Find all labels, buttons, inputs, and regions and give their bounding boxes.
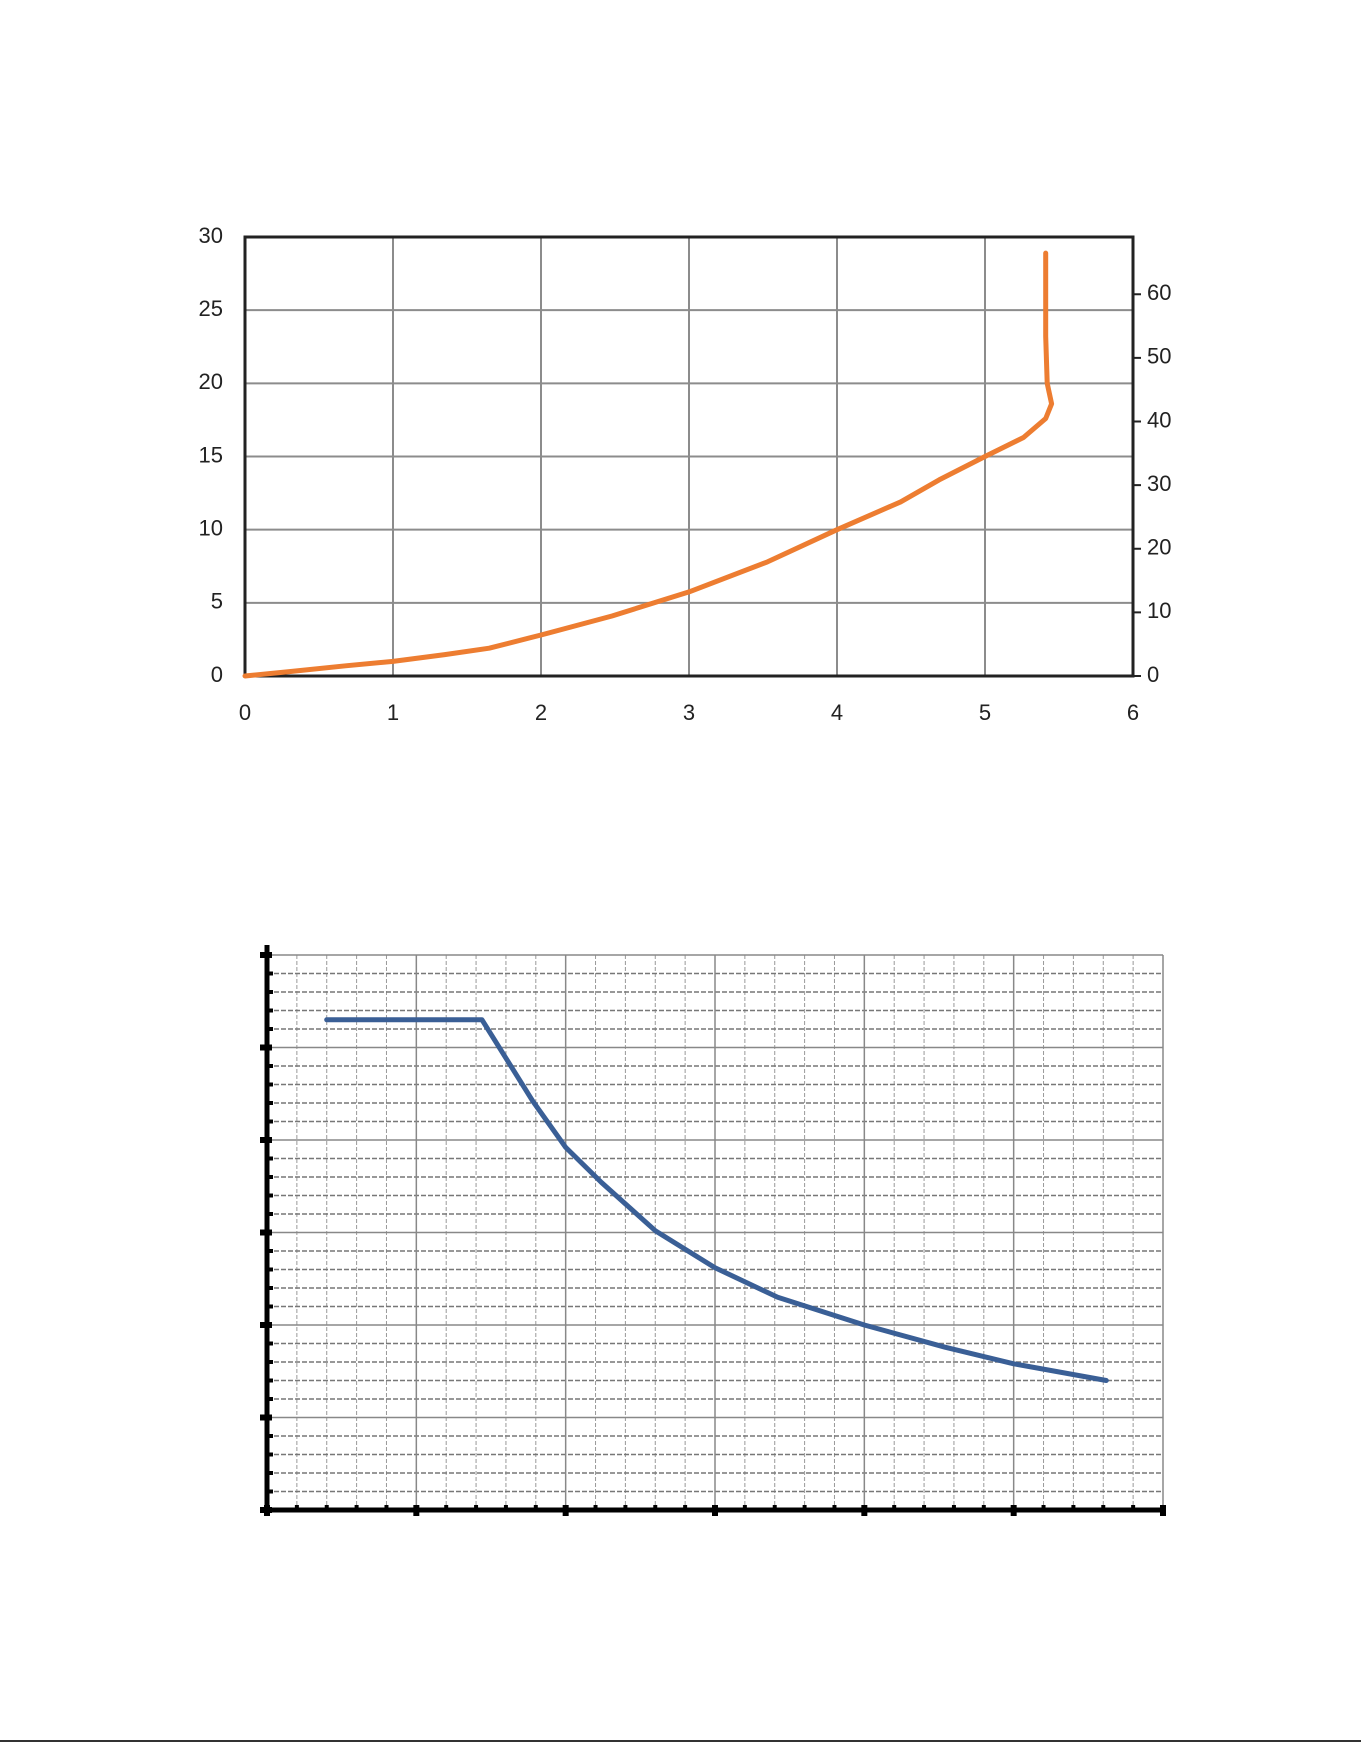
y-tick-label: 20: [199, 369, 223, 394]
plot-frame: [243, 235, 1135, 678]
y2-tick-label: 50: [1147, 344, 1171, 369]
y-tick-label: 15: [199, 442, 223, 467]
x-tick-label: 6: [1127, 700, 1139, 725]
y-tick-label: 0: [211, 662, 223, 687]
data-line: [242, 250, 1055, 679]
y2-tick-label: 60: [1147, 280, 1171, 305]
y2-tick-label: 20: [1147, 535, 1171, 560]
y2-tick-label: 0: [1147, 662, 1159, 687]
x-tick-label: 1: [387, 700, 399, 725]
x-tick-label: 3: [683, 700, 695, 725]
x-tick-label: 2: [535, 700, 547, 725]
y-tick-label: 5: [211, 589, 223, 614]
y-tick-label: 10: [199, 515, 223, 540]
x-tick-label: 5: [979, 700, 991, 725]
y2-tick-label: 40: [1147, 407, 1171, 432]
y2-tick-label: 30: [1147, 471, 1171, 496]
y-tick-label: 25: [199, 296, 223, 321]
data-line: [324, 1017, 1109, 1383]
x-tick-label: 0: [239, 700, 251, 725]
y2-tick-label: 10: [1147, 598, 1171, 623]
x-tick-label: 4: [831, 700, 843, 725]
y-tick-label: 30: [199, 223, 223, 248]
